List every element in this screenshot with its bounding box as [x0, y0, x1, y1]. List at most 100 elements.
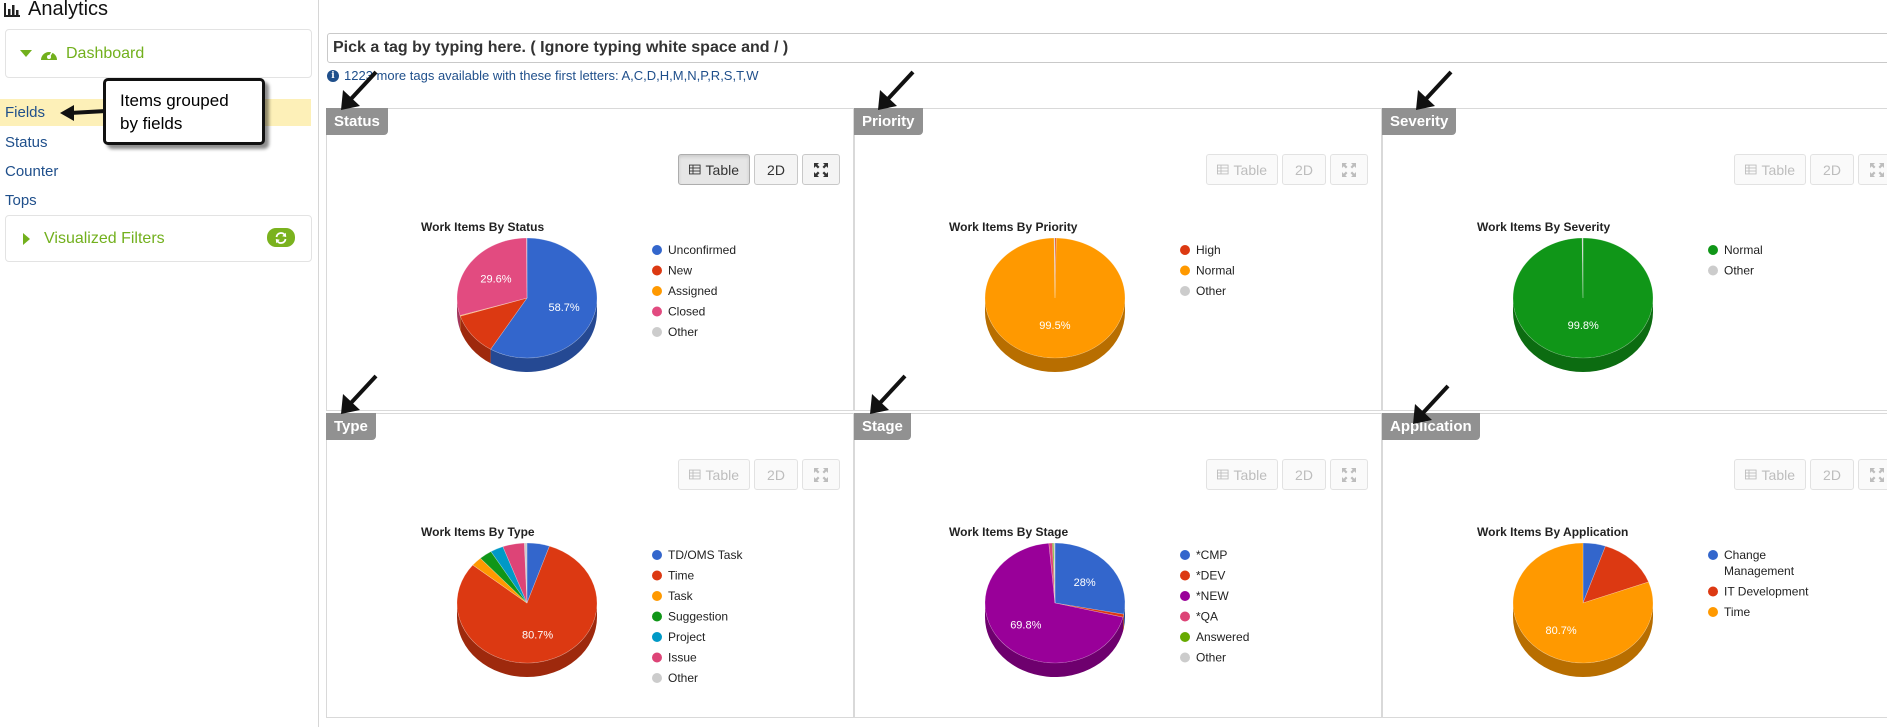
view-2d-button[interactable]: 2D [1282, 459, 1326, 490]
visualized-filters-section[interactable]: Visualized Filters [5, 215, 312, 262]
slice-label: 80.7% [522, 630, 553, 642]
refresh-button[interactable] [267, 228, 295, 247]
legend-item[interactable]: Other [1196, 284, 1226, 298]
pie-slice-side [985, 603, 1124, 677]
table-view-button[interactable]: Table [1206, 154, 1278, 185]
pie-slice[interactable] [984, 542, 1124, 664]
legend-item[interactable]: *CMP [1196, 548, 1227, 562]
sidebar-item-status[interactable]: Status [5, 134, 48, 151]
table-view-button[interactable]: Table [678, 459, 750, 490]
pie-slice[interactable] [459, 297, 528, 350]
expand-icon [1870, 467, 1884, 482]
legend-item[interactable]: Answered [1196, 630, 1249, 644]
legend-item[interactable]: Other [668, 325, 698, 339]
pie-slice[interactable] [1054, 602, 1125, 618]
sidebar-item-counter[interactable]: Counter [5, 163, 59, 180]
table-view-button[interactable]: Table [678, 154, 750, 185]
pie-slice[interactable] [1048, 542, 1056, 604]
tag-info: i 1223 more tags available with these fi… [327, 68, 758, 83]
panel-status: Status Table 2D Work Items By Status 58.7% 29… [326, 108, 854, 411]
legend-item[interactable]: *DEV [1196, 569, 1225, 583]
pie-slice-side [985, 298, 1125, 372]
legend-item[interactable]: Time [668, 569, 695, 583]
tag-search-input[interactable] [327, 33, 1887, 63]
annotation-arrow-icon [1413, 384, 1450, 424]
legend-item[interactable]: Time [1724, 605, 1751, 619]
pie-slice-side [457, 298, 461, 330]
pie-slice[interactable] [1512, 542, 1654, 664]
dashboard-section[interactable]: Dashboard [5, 29, 312, 78]
table-icon [1217, 469, 1229, 480]
legend-marker [1180, 245, 1190, 255]
pie-slice[interactable] [984, 237, 1126, 359]
chart-title: Work Items By Stage [949, 525, 1068, 539]
sidebar-item-tops[interactable]: Tops [5, 192, 37, 209]
view-2d-button[interactable]: 2D [1810, 154, 1854, 185]
pie-slice[interactable] [456, 237, 528, 316]
fullscreen-button[interactable] [1330, 459, 1368, 490]
panel-label-type: Type [326, 413, 376, 440]
legend-marker [652, 570, 662, 581]
legend-item[interactable]: High [1196, 243, 1221, 257]
fullscreen-button[interactable] [1330, 154, 1368, 185]
pie-slice[interactable] [472, 557, 528, 604]
chart-title: Work Items By Priority [949, 220, 1078, 234]
legend-item[interactable]: Other [1724, 264, 1754, 278]
legend-item[interactable]: Unconfirmed [668, 243, 736, 257]
legend-item[interactable]: Task [668, 589, 694, 603]
legend-item[interactable]: IT Development [1724, 585, 1809, 599]
legend-item[interactable]: Suggestion [668, 610, 728, 624]
legend-item[interactable]: TD/OMS Task [668, 548, 743, 562]
legend-item[interactable]: *QA [1196, 610, 1218, 624]
pie-slice[interactable] [479, 551, 528, 604]
pie-slice[interactable] [1052, 542, 1056, 604]
view-2d-button[interactable]: 2D [1810, 459, 1854, 490]
table-view-button[interactable]: Table [1206, 459, 1278, 490]
legend-item[interactable]: Closed [668, 305, 705, 319]
chart-toolbar: Table 2D [1734, 154, 1887, 185]
legend-item[interactable]: Other [1196, 651, 1226, 665]
view-2d-button[interactable]: 2D [754, 459, 798, 490]
table-view-button[interactable]: Table [1734, 154, 1806, 185]
fullscreen-button[interactable] [802, 154, 840, 185]
chart-toolbar: Table 2D [1206, 459, 1368, 490]
table-view-button[interactable]: Table [1734, 459, 1806, 490]
legend-item[interactable]: Normal [1196, 264, 1235, 278]
chevron-down-icon [20, 50, 32, 57]
legend-item[interactable]: Project [668, 630, 706, 644]
legend-item[interactable]: *NEW [1196, 589, 1229, 603]
pie-slice[interactable] [1582, 542, 1606, 604]
view-2d-button[interactable]: 2D [1282, 154, 1326, 185]
pie-slice[interactable] [524, 542, 528, 604]
pie-slice[interactable] [456, 545, 598, 664]
sidebar-item-fields[interactable]: Fields [5, 104, 46, 121]
pie-slice[interactable] [1581, 237, 1584, 299]
legend-marker [652, 591, 662, 601]
legend-item[interactable]: New [668, 264, 692, 278]
pie-slice[interactable] [1054, 237, 1057, 299]
legend-item[interactable]: Issue [668, 651, 697, 665]
view-2d-button[interactable]: 2D [754, 154, 798, 185]
pie-slice[interactable] [1512, 237, 1654, 359]
fullscreen-button[interactable] [1858, 459, 1887, 490]
pie-slice[interactable] [1053, 237, 1056, 299]
legend-item[interactable]: Assigned [668, 284, 717, 298]
pie-slice[interactable] [502, 542, 528, 604]
legend-marker [652, 611, 662, 622]
pie-slice[interactable] [1582, 545, 1649, 604]
pie-slice[interactable] [490, 546, 528, 604]
fullscreen-button[interactable] [1858, 154, 1887, 185]
pie-slice[interactable] [1053, 542, 1056, 604]
dashboard-label: Dashboard [66, 44, 145, 62]
pie-slice[interactable] [459, 297, 528, 317]
pie-slice[interactable] [490, 237, 598, 359]
legend-item[interactable]: Other [668, 671, 698, 685]
pie-chart: Work Items By Type 80.7% TD/OMS Task Time Ta… [421, 525, 743, 685]
annotation-arrow-icon [341, 374, 378, 414]
legend-item[interactable]: Normal [1724, 243, 1763, 257]
view-2d-label: 2D [1823, 161, 1841, 178]
pie-slice[interactable] [526, 542, 550, 604]
pie-slice[interactable] [1054, 542, 1126, 615]
legend-item[interactable]: Change Management [1724, 548, 1795, 578]
fullscreen-button[interactable] [802, 459, 840, 490]
